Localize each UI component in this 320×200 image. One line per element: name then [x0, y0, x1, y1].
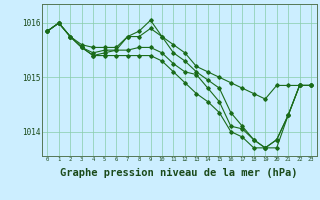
X-axis label: Graphe pression niveau de la mer (hPa): Graphe pression niveau de la mer (hPa): [60, 168, 298, 178]
